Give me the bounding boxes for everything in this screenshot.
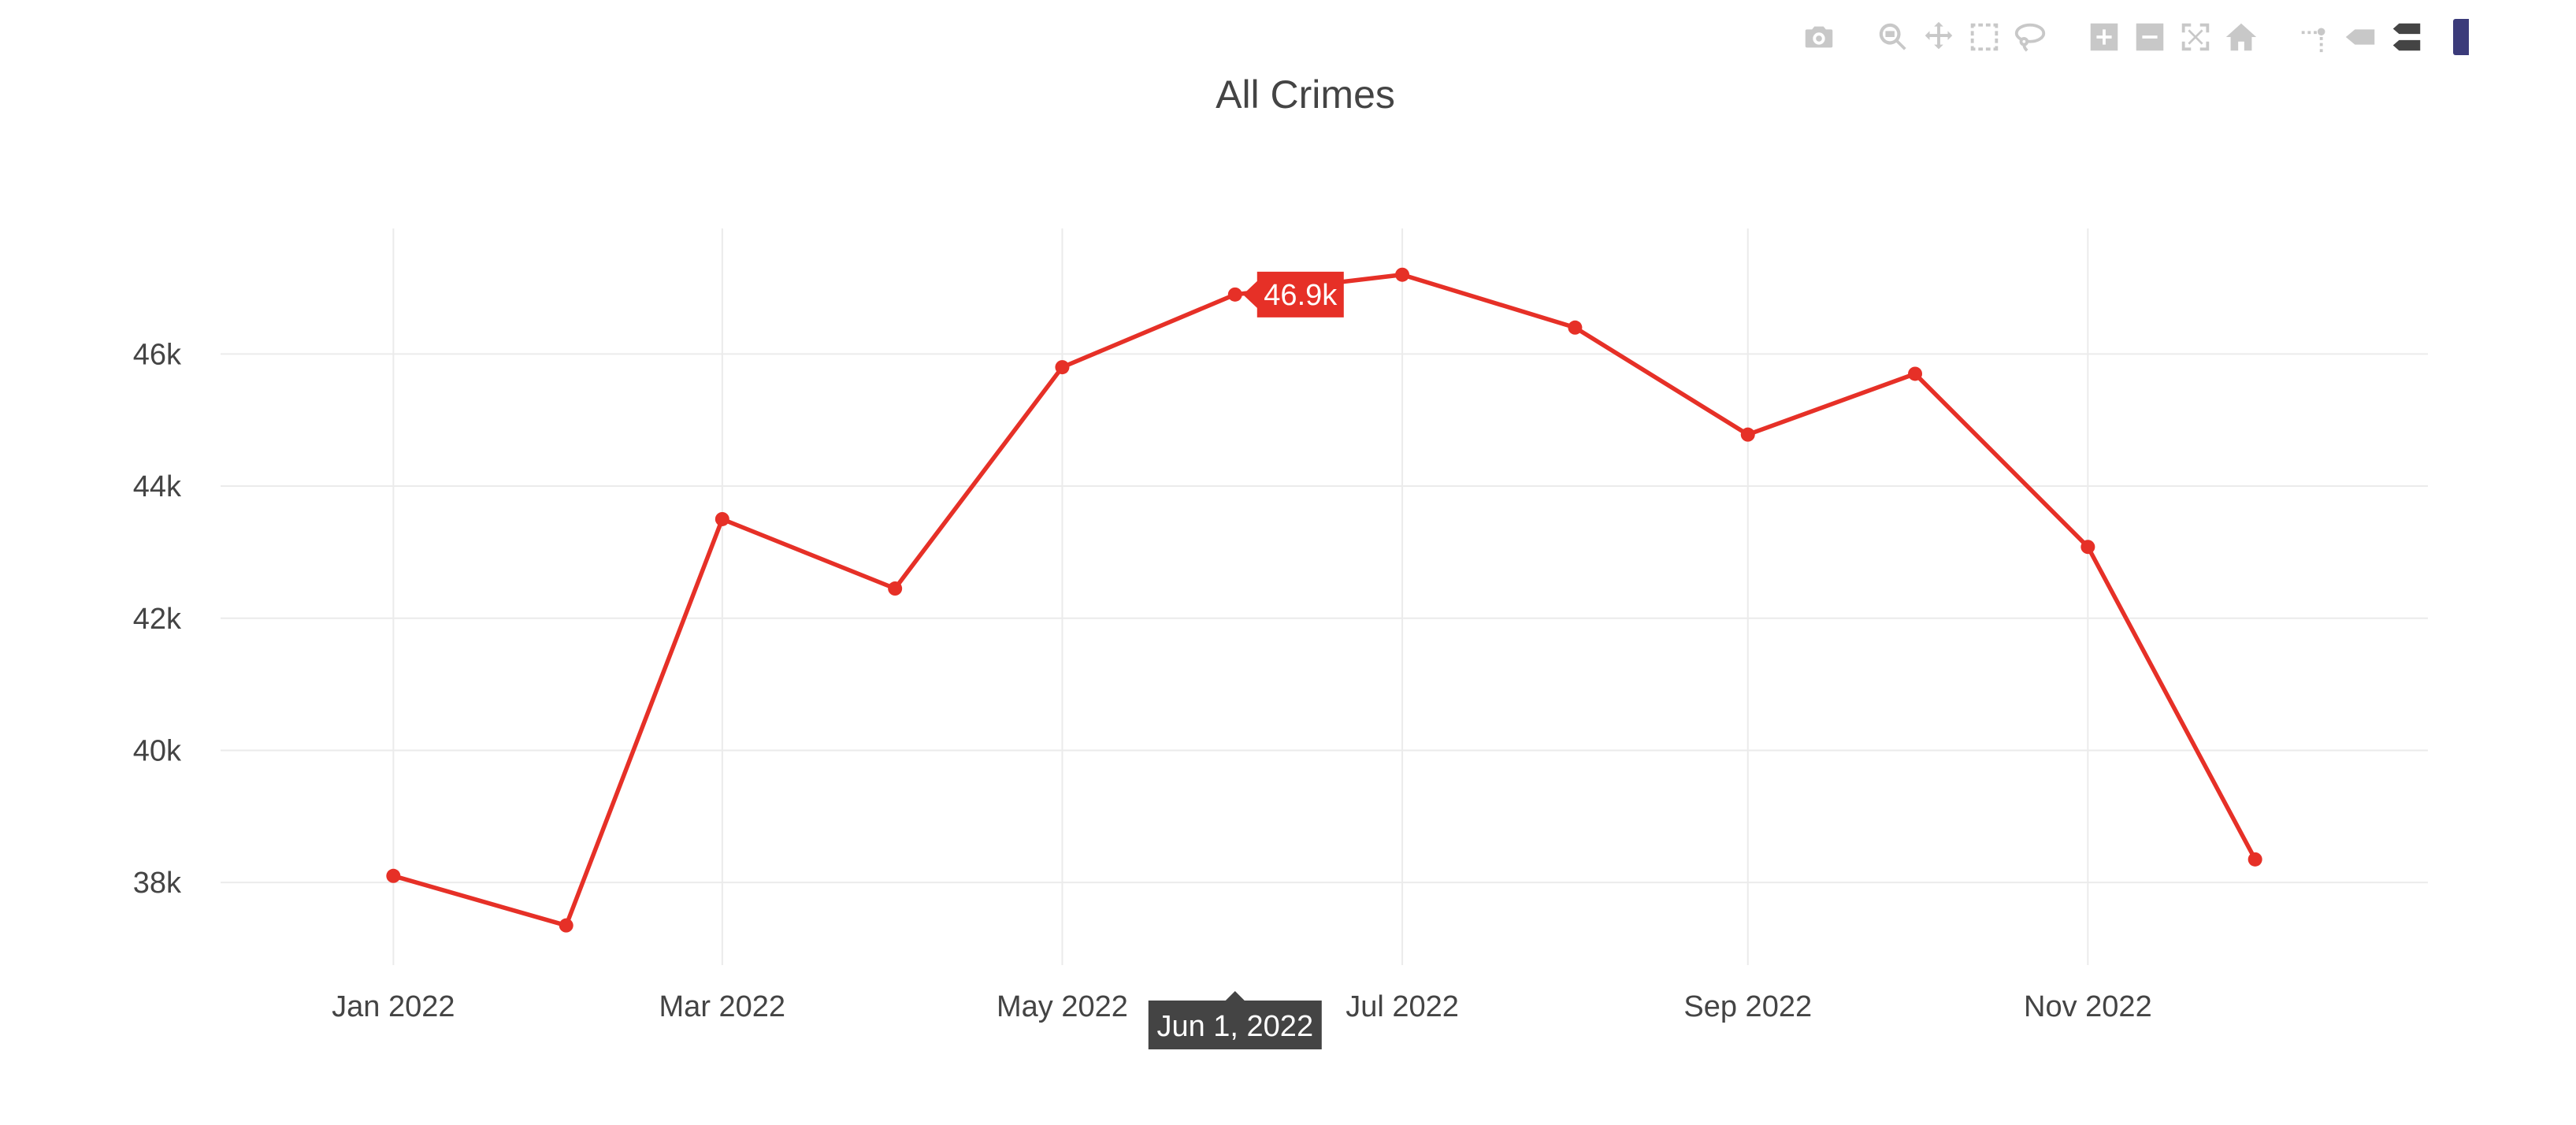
data-point[interactable] (559, 918, 573, 933)
zoom-in-icon[interactable] (2081, 17, 2127, 57)
x-tick-label: Jul 2022 (1346, 990, 1459, 1023)
zoom-out-icon[interactable] (2127, 17, 2173, 57)
hover-x-label: Jun 1, 2022 (1156, 1010, 1313, 1043)
lasso-select-icon[interactable] (2007, 17, 2053, 57)
y-gridlines (221, 353, 2428, 884)
x-gridlines (392, 228, 2089, 965)
pan-icon[interactable] (1916, 17, 1962, 57)
hover-closest-icon[interactable] (2338, 17, 2384, 57)
data-point[interactable] (1740, 427, 1755, 442)
zoom-icon[interactable] (1870, 17, 1916, 57)
y-tick-label: 42k (133, 603, 182, 636)
x-tick-label: Mar 2022 (659, 990, 786, 1023)
chart-title: All Crimes (1216, 72, 1395, 117)
data-point[interactable] (386, 868, 401, 883)
y-tick-label: 44k (133, 470, 182, 503)
data-point[interactable] (715, 511, 729, 526)
data-point[interactable] (888, 581, 903, 596)
x-tick-label: Sep 2022 (1683, 990, 1812, 1023)
camera-icon[interactable] (1796, 17, 1842, 57)
hover-y-label: 46.9k (1264, 279, 1338, 312)
data-point[interactable] (1227, 287, 1242, 302)
x-tick-label: May 2022 (997, 990, 1128, 1023)
x-axis-ticks: Jan 2022 Mar 2022 May 2022 Jul 2022 Sep 2022… (332, 990, 2152, 1023)
data-point[interactable] (2248, 852, 2262, 867)
data-point[interactable] (2080, 540, 2095, 555)
reset-axes-icon[interactable] (2218, 17, 2264, 57)
y-tick-label: 40k (133, 734, 182, 767)
x-tick-label: Nov 2022 (2024, 990, 2152, 1023)
x-tick-label: Jan 2022 (332, 990, 455, 1023)
plotly-logo[interactable] (2453, 19, 2469, 55)
data-point[interactable] (1055, 360, 1070, 375)
y-tick-label: 46k (133, 338, 182, 371)
series-points[interactable] (386, 267, 2262, 933)
hover-x-box (1148, 991, 1322, 1049)
y-tick-label: 38k (133, 867, 182, 900)
modebar (1796, 17, 2469, 57)
autoscale-icon[interactable] (2173, 17, 2218, 57)
box-select-icon[interactable] (1962, 17, 2007, 57)
y-axis-ticks: 38k 40k 42k 44k 46k (133, 338, 182, 900)
hover-compare-icon[interactable] (2384, 17, 2429, 57)
series-line (392, 272, 2258, 928)
hover-tooltip: 46.9k Jun 1, 2022 (1148, 271, 1344, 1049)
spike-lines-icon[interactable] (2292, 17, 2338, 57)
data-point[interactable] (1908, 366, 1923, 381)
data-point[interactable] (1395, 267, 1410, 282)
hover-y-box (1242, 271, 1344, 317)
data-point[interactable] (1568, 320, 1583, 335)
